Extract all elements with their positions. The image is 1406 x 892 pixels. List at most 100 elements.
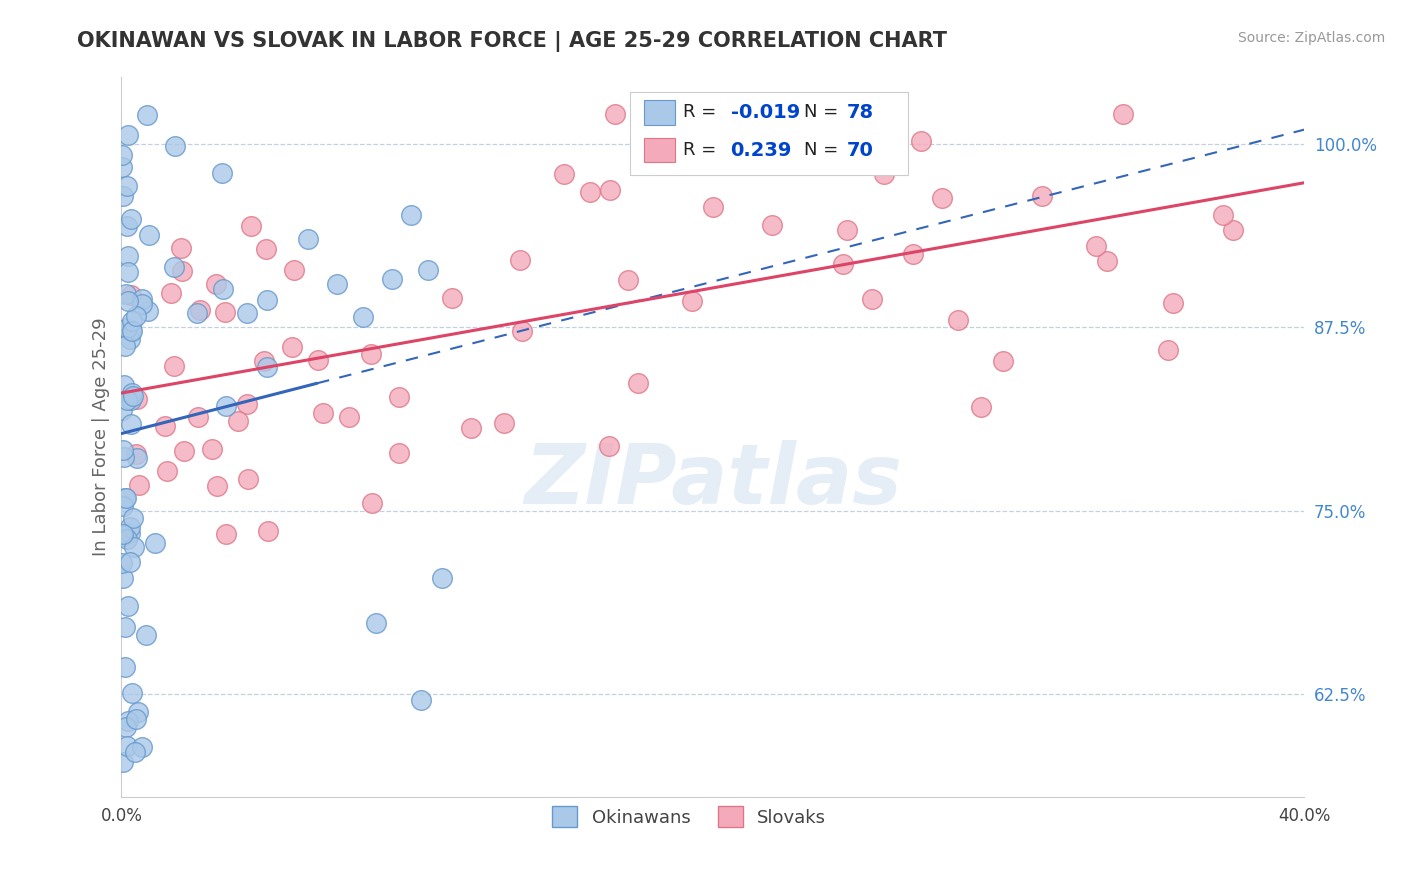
Point (337, 410, 360, 425)
FancyBboxPatch shape (644, 138, 675, 162)
Point (214, 304, 236, 318)
Point (121, 386, 143, 401)
Text: -0.019: -0.019 (731, 103, 800, 122)
Point (131, 739, 153, 754)
Point (120, 417, 142, 431)
Point (120, 212, 142, 227)
Point (235, 397, 257, 411)
Point (120, 332, 142, 346)
Point (307, 353, 329, 368)
Point (120, 520, 142, 534)
Point (205, 479, 228, 493)
Point (122, 510, 145, 524)
Point (127, 451, 149, 466)
Point (122, 389, 145, 403)
Point (111, 148, 134, 162)
Point (679, 139, 702, 153)
Point (111, 756, 134, 770)
Point (117, 392, 139, 407)
Point (297, 232, 319, 246)
Point (138, 227, 160, 242)
Point (160, 286, 183, 301)
Text: Source: ZipAtlas.com: Source: ZipAtlas.com (1237, 31, 1385, 45)
Text: R =: R = (683, 141, 723, 159)
FancyBboxPatch shape (644, 100, 675, 125)
Point (360, 347, 382, 361)
Point (117, 128, 139, 142)
Point (991, 354, 1014, 368)
Point (114, 619, 136, 633)
Point (1161, 296, 1184, 310)
Point (215, 526, 238, 541)
Point (364, 616, 387, 631)
Text: N =: N = (804, 103, 844, 121)
Point (1157, 343, 1180, 357)
Point (117, 249, 139, 263)
Point (112, 571, 135, 585)
Point (125, 447, 148, 461)
Point (640, 124, 662, 138)
Point (114, 660, 136, 674)
Point (361, 496, 384, 510)
Point (931, 191, 953, 205)
Point (312, 406, 335, 420)
Point (409, 693, 432, 707)
Point (125, 392, 148, 406)
Point (598, 439, 620, 453)
Point (215, 400, 238, 414)
Point (163, 359, 186, 374)
Point (388, 446, 411, 460)
Point (211, 166, 233, 180)
Point (131, 297, 153, 311)
Point (903, 247, 925, 261)
Point (135, 108, 157, 122)
Point (970, 400, 993, 414)
Point (121, 686, 143, 700)
Point (165, 139, 187, 153)
Point (111, 527, 134, 541)
Point (1222, 223, 1244, 237)
Point (120, 393, 142, 408)
Point (681, 294, 703, 309)
Point (381, 271, 404, 285)
Point (1031, 189, 1053, 203)
Point (115, 491, 138, 506)
Point (603, 107, 626, 121)
Point (702, 200, 724, 214)
Point (131, 292, 153, 306)
Point (761, 218, 783, 232)
Point (111, 160, 134, 174)
Point (120, 288, 142, 302)
Point (111, 556, 134, 570)
Point (128, 478, 150, 492)
Point (170, 241, 193, 255)
Point (835, 223, 858, 237)
Point (117, 714, 139, 729)
Point (187, 410, 209, 425)
Point (127, 705, 149, 719)
Point (115, 720, 138, 734)
Point (117, 265, 139, 279)
Point (1212, 208, 1234, 222)
Point (212, 282, 235, 296)
Point (205, 277, 228, 291)
Text: 0.239: 0.239 (731, 141, 792, 160)
Point (256, 524, 278, 538)
Point (430, 571, 453, 585)
Point (910, 134, 932, 148)
Point (121, 314, 143, 328)
Point (617, 273, 640, 287)
Point (235, 306, 257, 320)
Point (401, 208, 423, 222)
Point (283, 262, 305, 277)
Point (326, 277, 349, 292)
Point (579, 186, 602, 200)
FancyBboxPatch shape (630, 92, 908, 175)
Point (115, 287, 138, 301)
Point (120, 555, 142, 569)
Text: OKINAWAN VS SLOVAK IN LABOR FORCE | AGE 25-29 CORRELATION CHART: OKINAWAN VS SLOVAK IN LABOR FORCE | AGE … (77, 31, 948, 53)
Point (172, 264, 194, 278)
Point (115, 532, 138, 546)
Point (832, 257, 855, 271)
Point (226, 414, 249, 428)
